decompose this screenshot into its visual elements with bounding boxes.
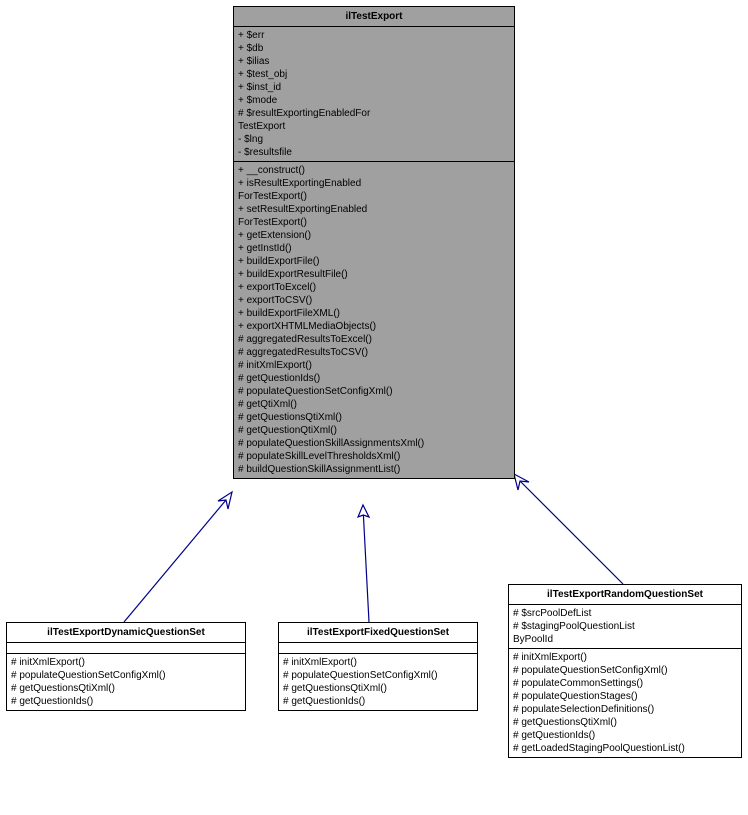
method: # getQuestionIds() xyxy=(238,372,510,385)
method: # populateSkillLevelThresholdsXml() xyxy=(238,450,510,463)
attr: # $stagingPoolQuestionList xyxy=(513,620,737,633)
class-ilTestExportDynamicQuestionSet: ilTestExportDynamicQuestionSet # initXml… xyxy=(6,622,246,711)
method: # populateQuestionSetConfigXml() xyxy=(513,664,737,677)
method: + getInstId() xyxy=(238,242,510,255)
method: # aggregatedResultsToExcel() xyxy=(238,333,510,346)
methods-section: # initXmlExport() # populateQuestionSetC… xyxy=(279,654,477,710)
method: # getQtiXml() xyxy=(238,398,510,411)
attributes-section xyxy=(279,643,477,654)
method: # populateCommonSettings() xyxy=(513,677,737,690)
method: # populateQuestionSetConfigXml() xyxy=(11,669,241,682)
attributes-section xyxy=(7,643,245,654)
attr: + $mode xyxy=(238,94,510,107)
method: # getQuestionsQtiXml() xyxy=(11,682,241,695)
method: # aggregatedResultsToCSV() xyxy=(238,346,510,359)
method: # populateQuestionStages() xyxy=(513,690,737,703)
class-title: ilTestExport xyxy=(234,7,514,27)
class-ilTestExport: ilTestExport + $err + $db + $ilias + $te… xyxy=(233,6,515,479)
method: + getExtension() xyxy=(238,229,510,242)
method: # getQuestionIds() xyxy=(283,695,473,708)
method: # getQuestionsQtiXml() xyxy=(238,411,510,424)
method: + buildExportResultFile() xyxy=(238,268,510,281)
method: # initXmlExport() xyxy=(513,651,737,664)
method: # initXmlExport() xyxy=(238,359,510,372)
method: # populateQuestionSetConfigXml() xyxy=(238,385,510,398)
class-ilTestExportFixedQuestionSet: ilTestExportFixedQuestionSet # initXmlEx… xyxy=(278,622,478,711)
methods-section: # initXmlExport() # populateQuestionSetC… xyxy=(509,649,741,757)
attr: + $err xyxy=(238,29,510,42)
method: + __construct() xyxy=(238,164,510,177)
method: # getLoadedStagingPoolQuestionList() xyxy=(513,742,737,755)
method: + buildExportFileXML() xyxy=(238,307,510,320)
methods-section: + __construct() + isResultExportingEnabl… xyxy=(234,162,514,478)
method: # initXmlExport() xyxy=(11,656,241,669)
class-title: ilTestExportDynamicQuestionSet xyxy=(7,623,245,643)
attr: + $ilias xyxy=(238,55,510,68)
attributes-section: + $err + $db + $ilias + $test_obj + $ins… xyxy=(234,27,514,162)
attributes-section: # $srcPoolDefList # $stagingPoolQuestion… xyxy=(509,605,741,649)
attr: ByPoolId xyxy=(513,633,737,646)
method: # getQuestionsQtiXml() xyxy=(283,682,473,695)
attr: - $lng xyxy=(238,133,510,146)
method: # getQuestionQtiXml() xyxy=(238,424,510,437)
attr: # $resultExportingEnabledFor xyxy=(238,107,510,120)
attr: # $srcPoolDefList xyxy=(513,607,737,620)
methods-section: # initXmlExport() # populateQuestionSetC… xyxy=(7,654,245,710)
attr: + $inst_id xyxy=(238,81,510,94)
method: # getQuestionIds() xyxy=(513,729,737,742)
method: + exportXHTMLMediaObjects() xyxy=(238,320,510,333)
class-title: ilTestExportRandomQuestionSet xyxy=(509,585,741,605)
method: + setResultExportingEnabled xyxy=(238,203,510,216)
method: # populateQuestionSkillAssignmentsXml() xyxy=(238,437,510,450)
method: ForTestExport() xyxy=(238,216,510,229)
method: # populateQuestionSetConfigXml() xyxy=(283,669,473,682)
method: + buildExportFile() xyxy=(238,255,510,268)
method: + exportToCSV() xyxy=(238,294,510,307)
method: + exportToExcel() xyxy=(238,281,510,294)
attr: - $resultsfile xyxy=(238,146,510,159)
method: + isResultExportingEnabled xyxy=(238,177,510,190)
attr: + $test_obj xyxy=(238,68,510,81)
method: ForTestExport() xyxy=(238,190,510,203)
attr: + $db xyxy=(238,42,510,55)
method: # getQuestionIds() xyxy=(11,695,241,708)
class-ilTestExportRandomQuestionSet: ilTestExportRandomQuestionSet # $srcPool… xyxy=(508,584,742,758)
method: # getQuestionsQtiXml() xyxy=(513,716,737,729)
method: # initXmlExport() xyxy=(283,656,473,669)
class-title: ilTestExportFixedQuestionSet xyxy=(279,623,477,643)
method: # populateSelectionDefinitions() xyxy=(513,703,737,716)
uml-diagram: ilTestExport + $err + $db + $ilias + $te… xyxy=(0,0,748,815)
method: # buildQuestionSkillAssignmentList() xyxy=(238,463,510,476)
attr: TestExport xyxy=(238,120,510,133)
